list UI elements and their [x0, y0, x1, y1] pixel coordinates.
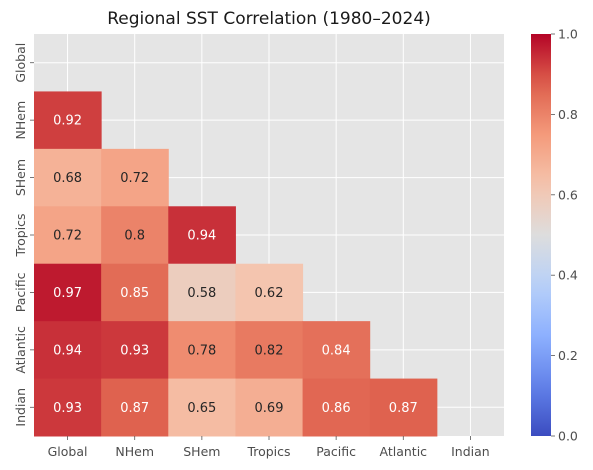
- cell-value-label: 0.69: [255, 401, 284, 416]
- heatmap-cell: [101, 148, 169, 207]
- heatmap-cell: [34, 91, 102, 150]
- x-tick-label: Global: [48, 444, 88, 459]
- cell-value-label: 0.65: [187, 401, 216, 416]
- cell-labels: 0.92 0.68 0.72 0.72 0.8 0.94 0.97 0.85 0.58 0.62 0…: [53, 114, 418, 416]
- heatmap-cell: [168, 378, 236, 437]
- y-axis-ticks: Global NHem SHem Tropics Pacific Atlantic Indi…: [13, 43, 34, 427]
- heatmap-cells: [34, 91, 438, 437]
- heatmap-cell: [34, 321, 102, 380]
- cell-value-label: 0.78: [187, 343, 216, 358]
- x-tick-label: Tropics: [246, 444, 290, 459]
- cell-value-label: 0.94: [187, 229, 216, 244]
- colorbar: [531, 34, 551, 436]
- cell-value-label: 0.68: [53, 171, 82, 186]
- colorbar-tick-label: 0.8: [558, 107, 578, 122]
- cell-value-label: 0.85: [120, 286, 149, 301]
- heatmap-cell: [101, 321, 169, 380]
- x-tick-label: Pacific: [316, 444, 356, 459]
- colorbar-ticks: 0.0 0.2 0.4 0.6 0.8 1.0: [551, 27, 578, 444]
- y-tick-label: NHem: [13, 101, 28, 140]
- colorbar-tick-label: 1.0: [558, 27, 578, 42]
- heatmap-cell: [101, 206, 169, 265]
- colorbar-tick-label: 0.6: [558, 187, 578, 202]
- heatmap-cell: [34, 206, 102, 265]
- y-tick-label: SHem: [13, 159, 28, 196]
- heatmap-cell: [235, 263, 304, 322]
- cell-value-label: 0.92: [53, 114, 82, 129]
- cell-value-label: 0.8: [124, 229, 145, 244]
- x-tick-label: SHem: [183, 444, 220, 459]
- x-tick-label: Indian: [451, 444, 490, 459]
- cell-value-label: 0.93: [53, 401, 82, 416]
- heatmap-cell: [34, 148, 102, 207]
- cell-value-label: 0.82: [255, 343, 284, 358]
- heatmap-cell: [168, 206, 236, 265]
- heatmap-cell: [302, 378, 371, 437]
- heatmap-cell: [101, 378, 169, 437]
- cell-value-label: 0.72: [120, 171, 149, 186]
- cell-value-label: 0.87: [120, 401, 149, 416]
- cell-value-label: 0.62: [255, 286, 284, 301]
- colorbar-tick-label: 0.4: [558, 268, 578, 283]
- colorbar-tick-label: 0.0: [558, 429, 578, 444]
- y-tick-label: Pacific: [13, 272, 28, 312]
- heatmap-cell: [369, 378, 438, 437]
- x-axis-ticks: Global NHem SHem Tropics Pacific Atlantic Indi…: [48, 436, 490, 459]
- x-tick-label: Atlantic: [380, 444, 428, 459]
- cell-value-label: 0.84: [322, 343, 351, 358]
- heatmap-cell: [235, 378, 304, 437]
- x-tick-label: NHem: [115, 444, 154, 459]
- cell-value-label: 0.97: [53, 286, 82, 301]
- cell-value-label: 0.72: [53, 229, 82, 244]
- y-tick-label: Atlantic: [13, 326, 28, 374]
- cell-value-label: 0.87: [389, 401, 418, 416]
- colorbar-tick-label: 0.2: [558, 348, 578, 363]
- cell-value-label: 0.58: [187, 286, 216, 301]
- heatmap-cell: [101, 263, 169, 322]
- y-tick-label: Tropics: [13, 213, 28, 257]
- chart-title: Regional SST Correlation (1980–2024): [107, 9, 431, 29]
- heatmap-cell: [34, 263, 102, 322]
- cell-value-label: 0.94: [53, 343, 82, 358]
- heatmap-cell: [235, 321, 304, 380]
- heatmap-cell: [302, 321, 371, 380]
- heatmap-cell: [34, 378, 102, 437]
- heatmap-cell: [168, 321, 236, 380]
- y-tick-label: Global: [13, 43, 28, 83]
- heatmap-cell: [168, 263, 236, 322]
- y-tick-label: Indian: [13, 388, 28, 427]
- cell-value-label: 0.93: [120, 343, 149, 358]
- cell-value-label: 0.86: [322, 401, 351, 416]
